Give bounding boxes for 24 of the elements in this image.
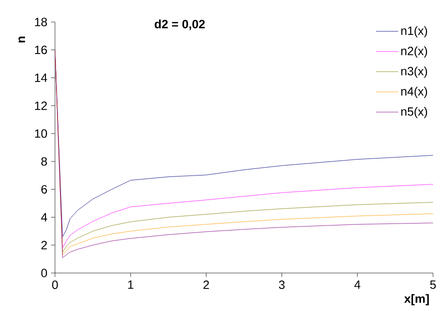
legend-label: n2(x) xyxy=(401,46,428,58)
x-tick-label: 2 xyxy=(203,280,209,289)
x-axis-title: x[m] xyxy=(404,294,429,306)
y-tick-label: 4 xyxy=(41,213,48,222)
y-tick-label: 14 xyxy=(35,74,48,82)
legend-label: n1(x) xyxy=(401,26,428,38)
x-tick-label: 0 xyxy=(52,280,58,290)
x-tick-label: 5 xyxy=(430,280,436,289)
legend-label: n5(x) xyxy=(401,106,428,118)
y-tick-label: 6 xyxy=(41,185,47,194)
y-tick-label: 2 xyxy=(41,240,47,250)
y-tick-label: 18 xyxy=(35,18,47,26)
y-tick-label: 0 xyxy=(41,268,48,278)
y-tick-label: 10 xyxy=(35,129,48,138)
chart-title: d2 = 0,02 xyxy=(154,20,205,30)
x-tick-label: 4 xyxy=(354,280,360,289)
y-tick-label: 16 xyxy=(35,46,47,54)
legend-label: n4(x) xyxy=(401,86,428,98)
x-tick-label: 3 xyxy=(278,280,285,290)
y-tick-label: 12 xyxy=(35,101,47,110)
y-axis-title: n xyxy=(18,36,26,42)
legend-label: n3(x) xyxy=(401,66,428,78)
y-tick-label: 8 xyxy=(41,157,47,166)
x-tick-label: 1 xyxy=(128,280,134,289)
